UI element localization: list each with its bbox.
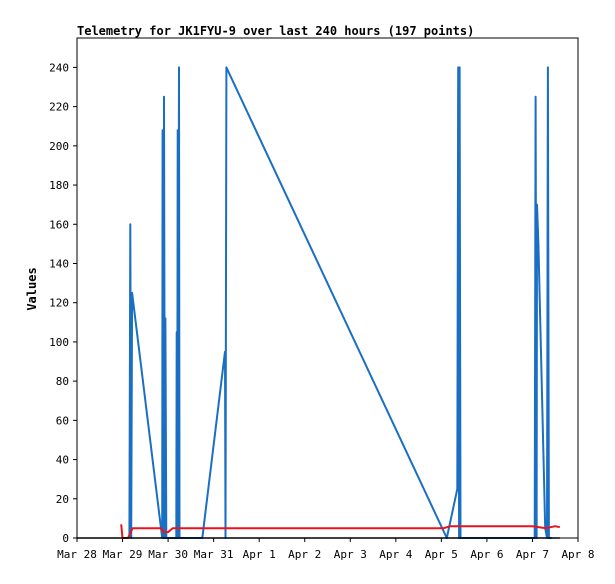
y-tick-label: 180: [49, 179, 69, 192]
x-tick-label: Apr 8: [561, 548, 594, 561]
x-tick-label: Apr 6: [470, 548, 503, 561]
y-tick-label: 20: [56, 493, 69, 506]
y-tick-label: 240: [49, 61, 69, 74]
y-axis: 0 20 40 60 80 100 120 140 160 180 200 220 240: [49, 61, 77, 545]
y-tick-label: 60: [56, 414, 69, 427]
y-tick-label: 120: [49, 297, 69, 310]
series-group: [77, 66, 561, 539]
y-tick-label: 40: [56, 454, 69, 467]
x-tick-label: Apr 1: [243, 548, 276, 561]
x-tick-label: Apr 5: [425, 548, 458, 561]
x-tick-label: Apr 4: [379, 548, 412, 561]
y-tick-label: 100: [49, 336, 69, 349]
y-tick-label: 0: [62, 532, 69, 545]
y-tick-label: 220: [49, 101, 69, 114]
x-tick-label: Apr 2: [288, 548, 321, 561]
x-tick-label: Mar 30: [148, 548, 188, 561]
x-axis: Mar 28 Mar 29 Mar 30 Mar 31 Apr 1 Apr 2 Apr 3 A…: [57, 538, 595, 561]
x-tick-label: Apr 7: [516, 548, 549, 561]
y-tick-label: 160: [49, 218, 69, 231]
y-tick-label: 80: [56, 375, 69, 388]
y-tick-label: 200: [49, 140, 69, 153]
x-tick-label: Mar 31: [194, 548, 234, 561]
series-line-1: [128, 66, 552, 539]
y-axis-label: Values: [25, 267, 39, 310]
chart-title: Telemetry for JK1FYU-9 over last 240 hou…: [77, 24, 474, 38]
x-tick-label: Mar 28: [57, 548, 97, 561]
series-line-2: [120, 524, 561, 539]
x-tick-label: Mar 29: [103, 548, 143, 561]
y-tick-label: 140: [49, 257, 69, 270]
x-tick-label: Apr 3: [334, 548, 367, 561]
